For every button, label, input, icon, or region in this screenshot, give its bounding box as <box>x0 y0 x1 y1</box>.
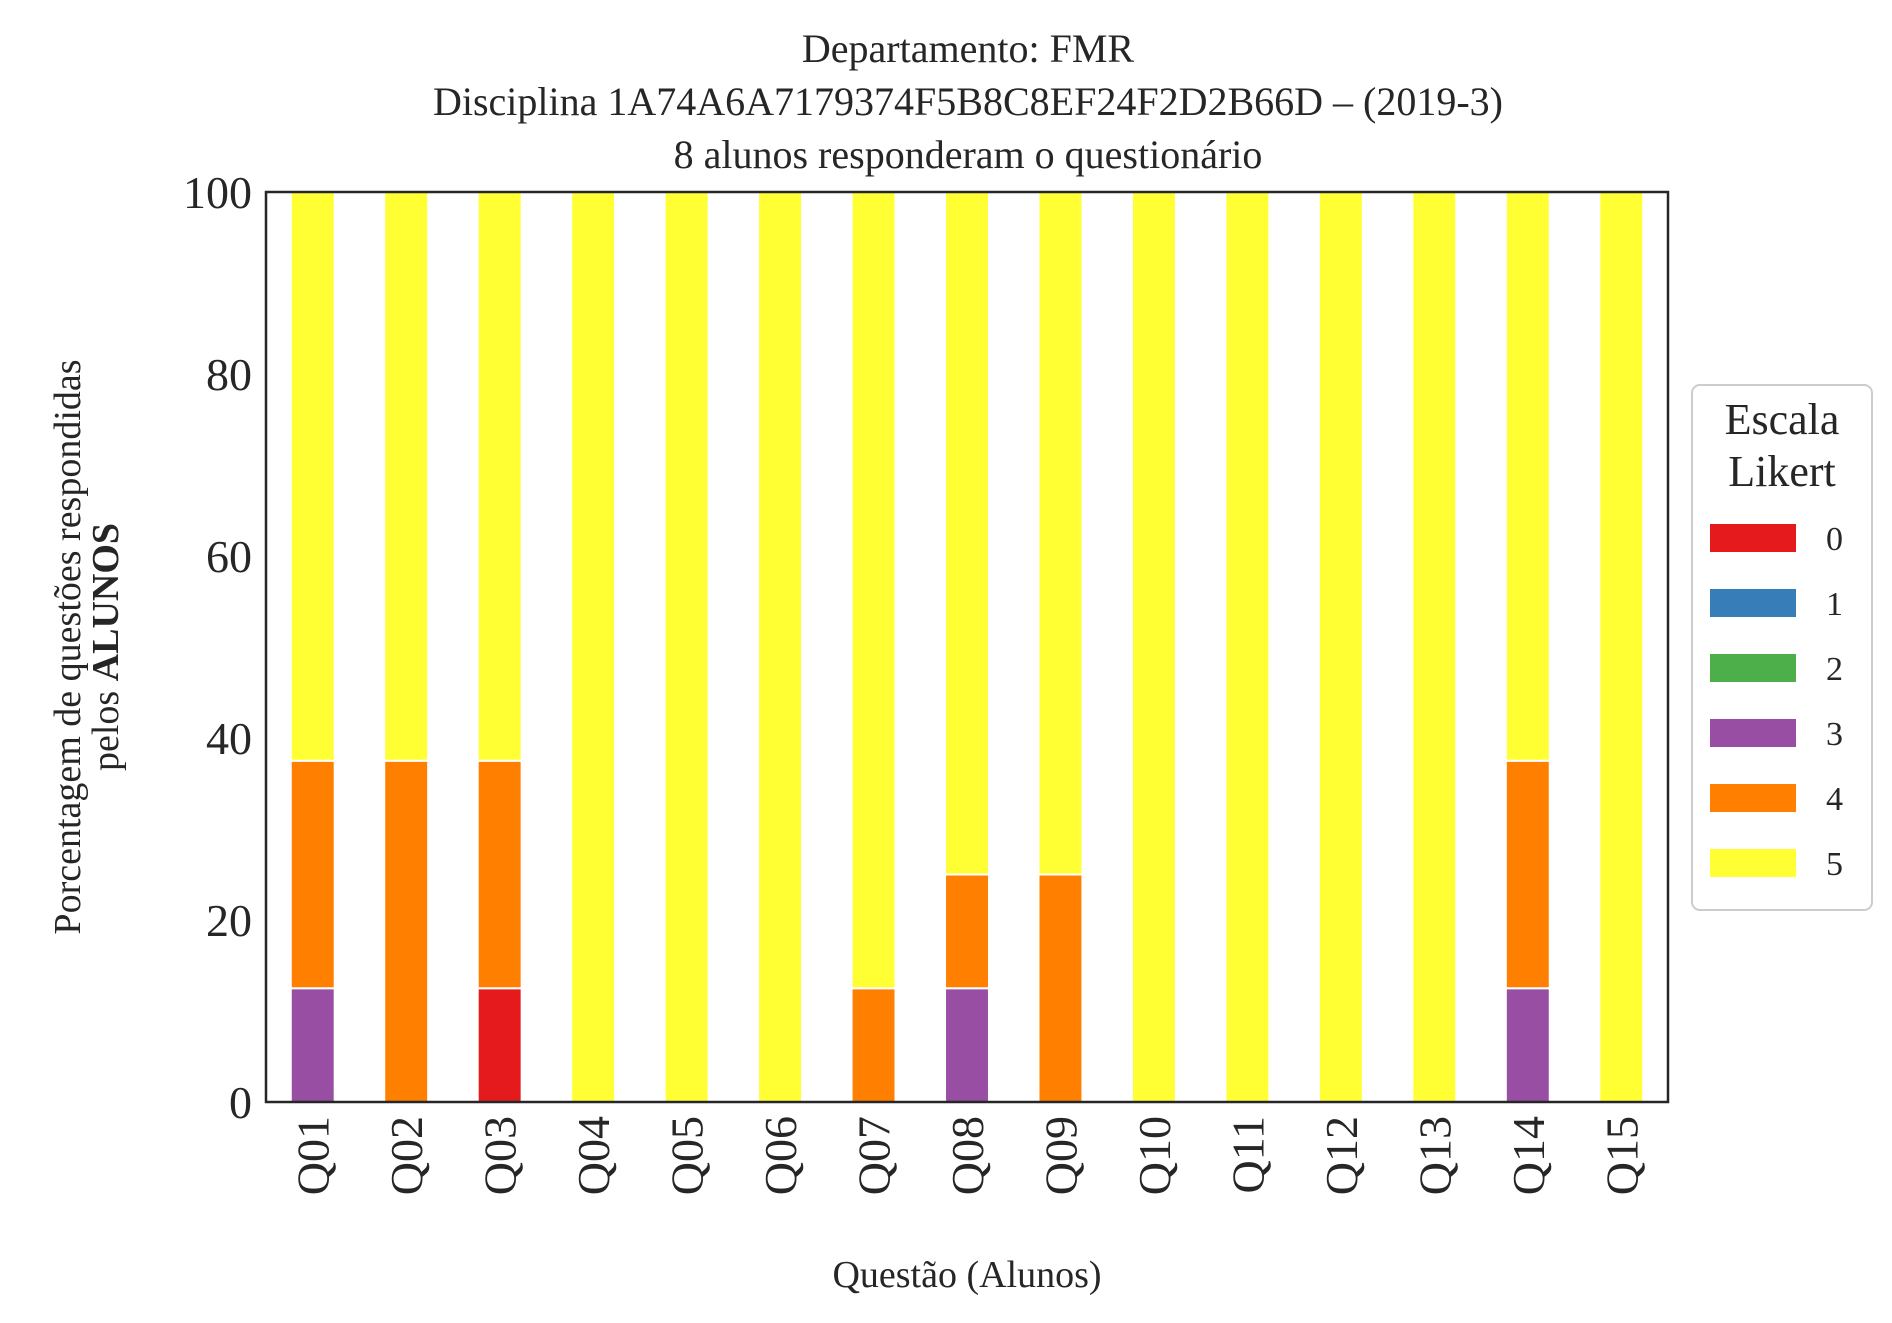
legend-swatch-1 <box>1710 589 1796 617</box>
legend-label-4: 4 <box>1826 781 1843 818</box>
bar-q03-likert-4 <box>476 759 523 990</box>
bar-q02-likert-5 <box>383 191 430 762</box>
x-tick-q14: Q14 <box>1503 1116 1554 1195</box>
legend-title-line-1: Escala <box>1725 395 1840 444</box>
x-tick-q10: Q10 <box>1129 1116 1180 1195</box>
x-tick-q05: Q05 <box>662 1116 713 1195</box>
x-tick-labels: Q01 Q02 Q03 Q04 Q05 Q06 Q07 Q08 Q09 Q10 Q11 Q12 Q13 Q… <box>288 1116 1648 1195</box>
x-tick-q09: Q09 <box>1035 1116 1086 1195</box>
y-axis-label-line-2: pelos ALUNOS <box>85 523 127 771</box>
x-tick-q01: Q01 <box>288 1116 339 1195</box>
x-tick-q12: Q12 <box>1316 1116 1367 1195</box>
legend-swatch-2 <box>1710 654 1796 682</box>
x-tick-q15: Q15 <box>1596 1116 1647 1195</box>
plot-frame <box>264 190 1670 1104</box>
legend-swatch-5 <box>1710 849 1796 877</box>
bars-group <box>289 191 1645 1103</box>
legend-label-2: 2 <box>1826 651 1843 688</box>
legend-label-1: 1 <box>1826 586 1843 623</box>
x-tick-q06: Q06 <box>755 1116 806 1195</box>
legend-swatch-0 <box>1710 524 1796 552</box>
legend-frame <box>1691 384 1873 911</box>
x-tick-q03: Q03 <box>475 1116 526 1195</box>
y-tick-100: 100 <box>183 167 252 218</box>
bar-q14-likert-5 <box>1504 191 1551 762</box>
legend-label-5: 5 <box>1826 846 1843 883</box>
x-tick-q11: Q11 <box>1222 1116 1273 1194</box>
bar-q08-likert-3 <box>944 987 990 1103</box>
bar-q14-likert-4 <box>1504 759 1551 990</box>
bar-q07-likert-4 <box>850 987 897 1103</box>
bar-q13-likert-5 <box>1411 191 1458 1103</box>
y-tick-0: 0 <box>229 1077 252 1128</box>
bar-q14-likert-3 <box>1504 987 1551 1103</box>
bar-q01-likert-5 <box>289 191 336 762</box>
bar-q03-likert-5 <box>476 191 523 762</box>
bar-q02-likert-4 <box>383 759 430 1103</box>
title-line-3: 8 alunos responderam o questionário <box>674 132 1263 177</box>
legend-swatch-3 <box>1710 719 1796 747</box>
bar-q15-likert-5 <box>1598 191 1645 1103</box>
bar-q05-likert-5 <box>663 191 710 1103</box>
bar-q04-likert-5 <box>570 191 617 1103</box>
y-tick-80: 80 <box>206 349 252 400</box>
y-tick-20: 20 <box>206 895 252 946</box>
bar-q12-likert-5 <box>1317 191 1364 1103</box>
y-axis-label-bold: ALUNOS <box>85 523 127 681</box>
y-axis-label-2: pelos ALUNOS <box>85 523 127 771</box>
bar-q08-likert-5 <box>944 191 990 876</box>
legend-label-0: 0 <box>1826 521 1843 558</box>
x-tick-q07: Q07 <box>849 1116 900 1195</box>
x-axis-label: Questão (Alunos) <box>832 1254 1101 1296</box>
bar-q07-likert-5 <box>850 191 897 990</box>
legend-title-line-2: Likert <box>1728 447 1836 496</box>
y-tick-40: 40 <box>206 713 252 764</box>
legend-label-3: 3 <box>1826 716 1843 753</box>
y-axis-label: Porcentagem de questões respondidas <box>47 359 89 934</box>
legend-items: 0 1 2 3 4 5 <box>1710 521 1843 883</box>
legend: Escala Likert 0 1 2 3 4 5 <box>1691 384 1873 911</box>
title-line-1: Departamento: FMR <box>802 26 1134 71</box>
bar-q09-likert-4 <box>1037 873 1084 1103</box>
legend-swatch-4 <box>1710 784 1796 812</box>
chart-title: Departamento: FMR Disciplina 1A74A6A7179… <box>433 26 1503 177</box>
y-tick-60: 60 <box>206 531 252 582</box>
x-tick-q08: Q08 <box>942 1116 993 1195</box>
bar-q01-likert-4 <box>289 759 336 990</box>
bar-q06-likert-5 <box>757 191 804 1103</box>
bar-q03-likert-0 <box>476 987 523 1103</box>
y-tick-labels: 0 20 40 60 80 100 <box>183 167 252 1128</box>
x-tick-q02: Q02 <box>381 1116 432 1195</box>
bar-q08-likert-4 <box>944 873 990 990</box>
x-tick-q13: Q13 <box>1409 1116 1460 1195</box>
x-tick-q04: Q04 <box>568 1116 619 1195</box>
y-axis-label-prefix: pelos <box>85 681 127 771</box>
y-axis-label-line-1: Porcentagem de questões respondidas <box>47 359 89 934</box>
bar-q10-likert-5 <box>1130 191 1177 1103</box>
bar-q09-likert-5 <box>1037 191 1084 876</box>
title-line-2: Disciplina 1A74A6A7179374F5B8C8EF24F2D2B… <box>433 79 1503 124</box>
bar-q01-likert-3 <box>289 987 336 1103</box>
bar-q11-likert-5 <box>1224 191 1271 1103</box>
